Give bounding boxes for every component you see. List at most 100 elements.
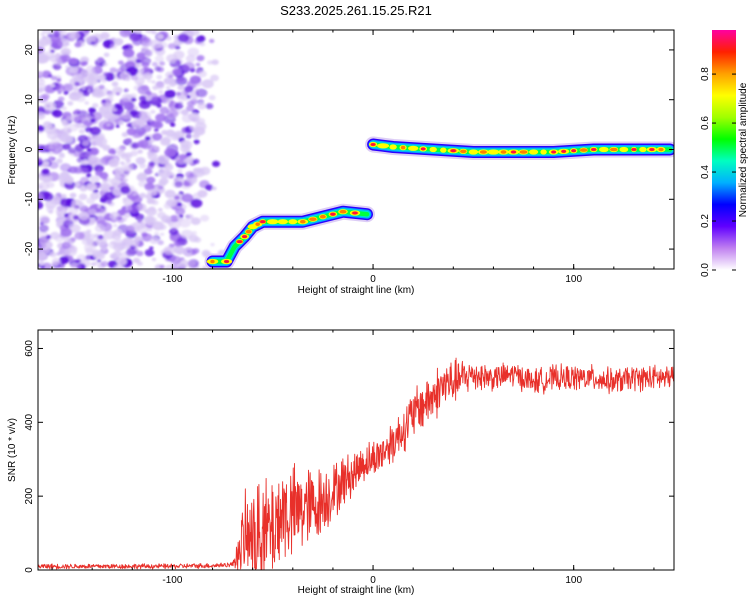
noise-blob	[38, 106, 44, 113]
noise-blob	[137, 85, 150, 95]
snr-xlabel: Height of straight line (km)	[298, 585, 415, 596]
noise-blob	[61, 106, 67, 111]
noise-blob	[149, 237, 159, 244]
snr-series-line	[38, 357, 674, 570]
noise-blob	[131, 34, 142, 43]
noise-blob	[136, 52, 146, 59]
ridge-spot	[579, 148, 588, 152]
noise-blob	[154, 66, 161, 72]
noise-blob	[120, 153, 130, 160]
noise-blob	[59, 256, 69, 265]
noise-blob	[97, 57, 104, 63]
noise-blob	[78, 211, 90, 221]
noise-blob	[65, 216, 71, 220]
x-tick-label: -100	[162, 274, 182, 285]
noise-blob	[168, 102, 174, 107]
noise-blob	[127, 204, 140, 214]
ridge-spot	[260, 220, 266, 224]
colorbar: 0.0 0.2 0.4 0.6 0.8 Normalized spectral ampl…	[700, 30, 749, 277]
noise-blob	[139, 163, 147, 169]
noise-blob	[38, 201, 44, 210]
noise-blob	[74, 183, 79, 188]
noise-blob	[145, 207, 157, 216]
noise-blob	[76, 123, 83, 129]
noise-blob	[178, 218, 191, 228]
noise-blob	[159, 61, 166, 66]
noise-blob	[122, 48, 135, 58]
noise-blob	[177, 168, 183, 173]
ridge-spot	[420, 147, 426, 151]
ridge-spot	[352, 211, 358, 215]
noise-blob	[116, 215, 123, 221]
noise-blob	[197, 189, 208, 198]
noise-blob	[100, 32, 110, 40]
x-tick-label: -100	[162, 575, 182, 586]
noise-blob	[86, 35, 96, 43]
ridge-spot	[377, 143, 390, 149]
ridge-spot	[408, 145, 419, 151]
noise-blob	[152, 132, 163, 141]
ridge-spot	[479, 150, 487, 154]
noise-blob	[174, 181, 183, 188]
noise-region	[38, 30, 226, 269]
noise-blob	[98, 84, 105, 90]
noise-blob	[154, 145, 160, 151]
noise-blob	[112, 250, 122, 258]
noise-blob	[122, 178, 129, 183]
noise-blob	[123, 237, 131, 243]
colorbar-ticks: 0.0 0.2 0.4 0.6 0.8	[700, 67, 736, 277]
noise-blob	[61, 119, 68, 124]
noise-blob	[136, 173, 148, 182]
noise-blob	[78, 193, 88, 201]
noise-blob	[52, 100, 64, 109]
noise-blob	[97, 205, 102, 209]
ridge-spot	[237, 240, 243, 244]
noise-blob	[160, 232, 165, 236]
noise-blob	[115, 124, 120, 128]
noise-blob	[150, 110, 156, 114]
noise-blob	[56, 78, 62, 82]
ridge-spot	[224, 260, 230, 263]
noise-blob	[38, 185, 43, 189]
noise-blob	[123, 88, 129, 93]
noise-blob	[159, 264, 165, 269]
noise-blob	[125, 225, 135, 233]
noise-blob	[83, 30, 90, 33]
noise-blob	[164, 78, 172, 84]
noise-blob	[60, 47, 72, 57]
noise-blob	[85, 153, 91, 157]
ridge-spot	[649, 148, 655, 151]
noise-blob	[210, 74, 219, 82]
ridge-spot	[599, 146, 609, 153]
noise-blob	[177, 202, 182, 207]
noise-blob	[60, 134, 72, 144]
noise-blob	[154, 231, 160, 236]
noise-blob	[81, 87, 86, 91]
noise-blob	[86, 183, 98, 192]
snr-ylabel: SNR (10 * v/v)	[7, 418, 18, 482]
noise-blob	[61, 54, 71, 63]
ridge-spot	[255, 222, 260, 226]
noise-blob	[122, 217, 128, 222]
y-tick-label: 0	[24, 567, 35, 573]
noise-blob	[92, 93, 97, 97]
noise-blob	[126, 103, 135, 110]
noise-blob	[114, 38, 124, 46]
noise-blob	[121, 162, 133, 172]
noise-blob	[102, 144, 111, 151]
noise-blob	[170, 262, 180, 269]
noise-blob	[138, 180, 147, 188]
noise-blob	[115, 87, 123, 93]
noise-blob	[110, 177, 121, 186]
noise-blob	[120, 161, 125, 165]
noise-blob	[142, 36, 151, 43]
noise-blob	[69, 31, 81, 40]
noise-blob	[172, 68, 182, 76]
noise-blob	[132, 130, 144, 138]
noise-blob	[82, 61, 88, 66]
noise-blob	[135, 213, 145, 221]
noise-blob	[137, 157, 146, 164]
noise-blob	[185, 54, 196, 63]
noise-blob	[51, 261, 58, 266]
